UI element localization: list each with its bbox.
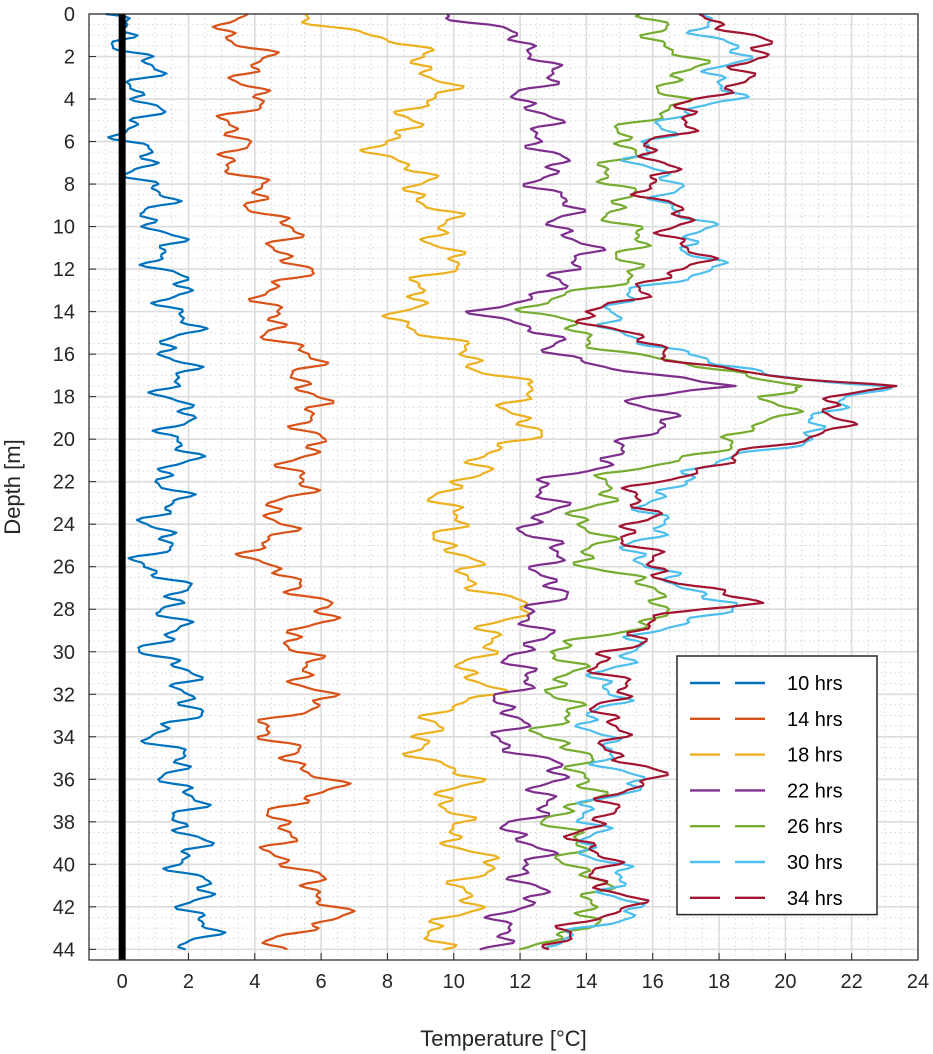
legend-entry-label: 10 hrs xyxy=(787,673,843,695)
x-axis-title: Temperature [°C] xyxy=(420,1026,587,1051)
y-tick-label: 30 xyxy=(53,642,75,664)
x-tick-label: 2 xyxy=(183,971,194,993)
y-tick-label: 16 xyxy=(53,344,75,366)
series-line-22-hrs xyxy=(445,13,737,951)
legend: 10 hrs 14 hrs 18 hrs 22 hrs 26 hrs 30 hrs 34 h… xyxy=(676,655,878,916)
y-tick-label: 0 xyxy=(64,4,75,26)
series-line-30-hrs xyxy=(544,12,893,951)
plot-frame xyxy=(88,13,919,961)
x-tick-label: 24 xyxy=(907,971,929,993)
y-tick-label: 22 xyxy=(53,472,75,494)
series-line-14-hrs xyxy=(211,13,356,951)
y-tick-label: 12 xyxy=(53,259,75,281)
series-layer xyxy=(105,12,898,951)
y-axis-title: Depth [m] xyxy=(0,439,25,534)
x-tick-label: 20 xyxy=(774,971,796,993)
y-tick-label: 14 xyxy=(53,302,75,324)
x-tick-label: 18 xyxy=(708,971,730,993)
y-tick-label: 6 xyxy=(64,132,75,154)
x-tick-label: 12 xyxy=(509,971,531,993)
y-tick-label: 34 xyxy=(53,727,75,749)
y-tick-labels: 0246810121416182022242628303234363840424… xyxy=(53,4,75,961)
legend-entry-label: 18 hrs xyxy=(787,745,843,767)
y-tick-label: 26 xyxy=(53,557,75,579)
y-tick-label: 36 xyxy=(53,769,75,791)
legend-entry-label: 30 hrs xyxy=(787,852,843,874)
y-tick-label: 24 xyxy=(53,514,75,536)
x-tick-label: 14 xyxy=(575,971,597,993)
x-tick-label: 4 xyxy=(249,971,260,993)
legend-entry-label: 14 hrs xyxy=(787,709,843,731)
y-tick-label: 38 xyxy=(53,812,75,834)
x-tick-label: 0 xyxy=(117,971,128,993)
y-tick-label: 28 xyxy=(53,599,75,621)
y-tick-label: 10 xyxy=(53,217,75,239)
series-line-26-hrs xyxy=(514,13,805,951)
series-line-34-hrs xyxy=(541,13,898,951)
y-tick-label: 44 xyxy=(53,939,75,961)
x-tick-label: 10 xyxy=(443,971,465,993)
series-line-18-hrs xyxy=(300,13,544,951)
x-tick-label: 8 xyxy=(382,971,393,993)
y-tick-label: 42 xyxy=(53,897,75,919)
legend-entry-label: 26 hrs xyxy=(787,816,843,838)
x-tick-label: 16 xyxy=(642,971,664,993)
y-tick-label: 4 xyxy=(64,89,75,111)
x-tick-label: 22 xyxy=(841,971,863,993)
legend-entry-label: 34 hrs xyxy=(787,888,843,910)
x-tick-labels: 0 2 4 6 8 10 12 14 16 18 20 22 24 xyxy=(117,971,930,993)
y-tick-label: 8 xyxy=(64,174,75,196)
y-tick-label: 40 xyxy=(53,854,75,876)
legend-entry-label: 22 hrs xyxy=(787,780,843,802)
legend-box xyxy=(676,655,878,916)
y-tick-label: 20 xyxy=(53,429,75,451)
y-tick-label: 18 xyxy=(53,387,75,409)
series-line-10-hrs xyxy=(105,12,227,951)
x-tick-label: 6 xyxy=(316,971,327,993)
y-tick-label: 32 xyxy=(53,684,75,706)
y-tick-label: 2 xyxy=(64,47,75,69)
